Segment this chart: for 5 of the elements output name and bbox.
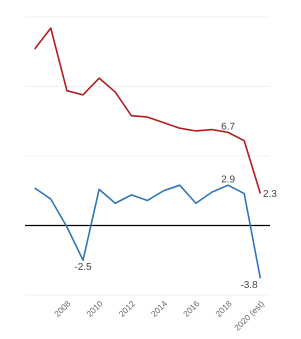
data-label: 6.7 bbox=[222, 122, 235, 130]
data-label: -2.5 bbox=[74, 262, 92, 270]
data-label: -3.8 bbox=[240, 281, 258, 288]
data-label: 2.9 bbox=[222, 175, 235, 182]
data-label: 2.3 bbox=[264, 190, 276, 198]
